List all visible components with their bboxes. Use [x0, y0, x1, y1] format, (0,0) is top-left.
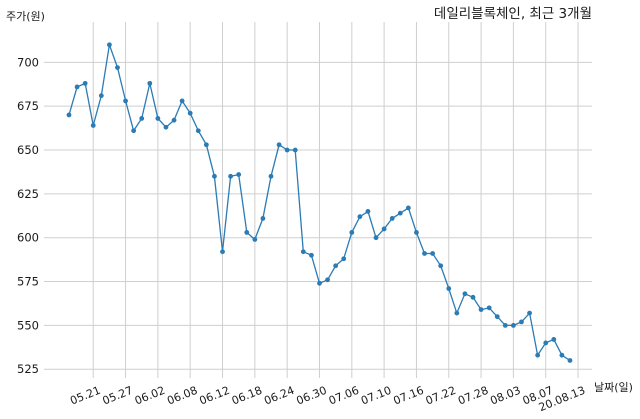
data-point	[519, 319, 524, 325]
data-point	[551, 337, 557, 342]
x-tick-label: 07.06	[327, 384, 361, 408]
y-tick-label: 600	[17, 231, 39, 245]
data-point	[268, 173, 274, 179]
chart-grid	[44, 22, 592, 378]
data-point	[446, 286, 452, 291]
data-point	[203, 142, 209, 148]
data-point	[123, 98, 128, 104]
data-point	[502, 322, 508, 328]
x-tick-label: 06.30	[295, 384, 329, 408]
x-tick-label: 07.16	[391, 384, 425, 408]
x-tick-label: 06.08	[165, 384, 199, 408]
x-tick-label: 07.10	[359, 384, 393, 408]
y-axis-label: 주가(원)	[6, 10, 45, 23]
data-point	[155, 116, 161, 121]
x-tick-label: 07.28	[456, 384, 490, 408]
data-point	[559, 352, 565, 358]
data-point	[341, 256, 347, 262]
data-point	[349, 230, 355, 235]
data-point	[300, 249, 306, 255]
data-point	[486, 305, 492, 311]
y-tick-label: 650	[17, 143, 39, 157]
data-point	[163, 124, 169, 130]
data-point	[535, 352, 541, 358]
y-tick-label: 525	[17, 362, 39, 376]
x-tick-label: 08.03	[488, 384, 522, 408]
y-tick-label: 625	[17, 187, 39, 201]
data-point	[325, 277, 330, 283]
data-point	[309, 252, 314, 258]
data-point	[90, 123, 96, 128]
data-point	[236, 172, 242, 177]
data-point	[82, 80, 88, 86]
data-point	[438, 263, 444, 269]
chart-title: 데일리블록체인, 최근 3개월	[434, 6, 592, 22]
data-point	[357, 214, 363, 220]
data-point	[228, 173, 234, 179]
data-point	[414, 230, 419, 235]
data-point	[405, 205, 411, 211]
data-point	[139, 116, 145, 121]
data-point	[260, 216, 266, 221]
data-point	[244, 230, 250, 235]
data-point	[179, 98, 185, 104]
data-point	[74, 84, 80, 90]
data-point	[478, 307, 484, 313]
x-tick-label: 07.22	[424, 384, 458, 408]
data-point	[365, 208, 371, 214]
data-point	[422, 251, 427, 256]
data-point	[454, 310, 460, 316]
y-axis-ticks: 525 550 575 600 625 650 675 700	[17, 55, 39, 376]
data-point	[115, 65, 120, 70]
data-point	[195, 128, 201, 134]
y-tick-label: 675	[17, 99, 39, 113]
data-point	[252, 237, 258, 242]
data-point	[317, 280, 322, 286]
data-point	[430, 251, 435, 256]
data-point	[567, 358, 573, 363]
y-tick-label: 700	[17, 55, 39, 69]
x-tick-label: 05.21	[68, 384, 102, 408]
data-point	[389, 216, 395, 221]
data-point	[171, 117, 177, 123]
data-point	[381, 226, 387, 232]
data-point	[527, 310, 532, 316]
data-point	[220, 249, 225, 255]
data-point	[292, 147, 298, 153]
data-point	[543, 340, 549, 346]
data-point	[131, 128, 137, 134]
price-series-points	[66, 42, 573, 363]
data-point	[470, 294, 476, 300]
data-point	[333, 263, 339, 269]
data-point	[66, 112, 72, 118]
data-point	[284, 147, 290, 153]
x-tick-label: 06.02	[133, 384, 167, 408]
data-point	[107, 42, 112, 48]
data-point	[462, 291, 468, 297]
x-tick-label: 06.24	[262, 384, 296, 408]
data-point	[494, 314, 500, 320]
data-point	[276, 142, 282, 148]
data-point	[373, 235, 379, 241]
data-point	[98, 93, 104, 99]
x-tick-label: 06.12	[198, 384, 232, 408]
y-tick-label: 575	[17, 275, 39, 289]
data-point	[397, 210, 403, 216]
x-tick-label: 05.27	[101, 384, 135, 408]
data-point	[147, 80, 153, 86]
data-point	[212, 173, 217, 179]
x-axis-label: 날짜(일)	[594, 380, 633, 394]
data-point	[511, 322, 516, 328]
x-tick-label: 06.18	[230, 384, 264, 408]
data-point	[187, 110, 193, 116]
x-axis-ticks: 05.2105.2706.0206.0806.1206.1806.2406.30…	[68, 384, 587, 414]
y-tick-label: 550	[17, 318, 39, 332]
